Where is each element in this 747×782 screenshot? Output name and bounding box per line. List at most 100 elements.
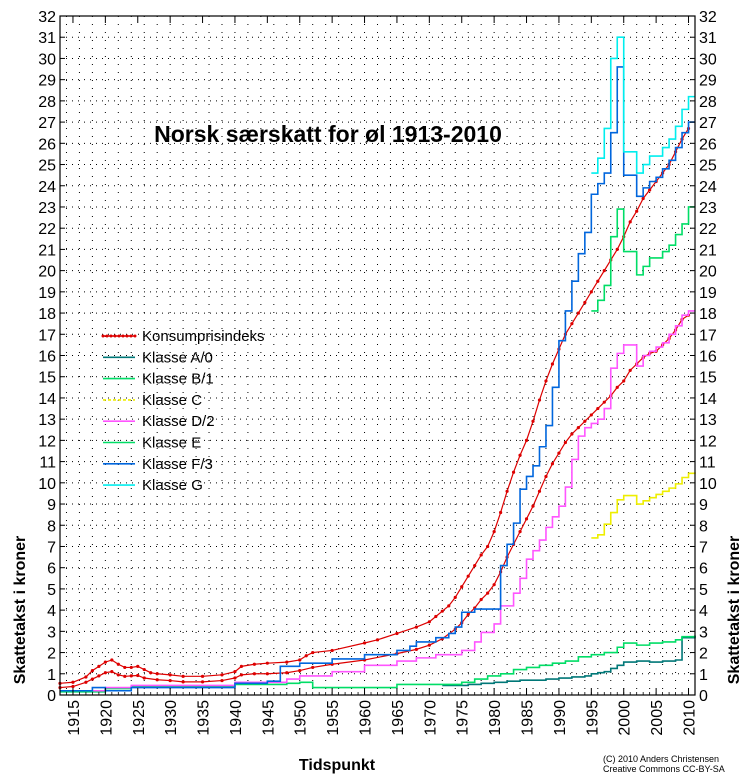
y-tick-label-left: 24 xyxy=(38,179,56,196)
data-point xyxy=(622,379,626,383)
legend-item: Klasse F/3 xyxy=(103,456,213,473)
y-tick-label-left: 28 xyxy=(38,94,56,111)
x-tick-label: 1995 xyxy=(584,700,601,736)
y-tick-label-left: 30 xyxy=(38,51,56,68)
credit-line-2: Creative Commons CC-BY-SA xyxy=(603,764,725,774)
data-point xyxy=(304,654,308,658)
series-klasse-g xyxy=(591,36,695,174)
data-point xyxy=(181,680,185,684)
legend-label: Klasse G xyxy=(142,477,203,494)
data-point xyxy=(427,643,431,647)
legend-label: Klasse F/3 xyxy=(142,456,213,473)
y-axis-label-left: Skattetakst i kroner xyxy=(12,536,29,685)
y-tick-label-left: 0 xyxy=(47,688,56,705)
series-layer xyxy=(58,36,696,693)
data-point xyxy=(110,670,114,674)
y-tick-label-left: 25 xyxy=(38,158,56,175)
data-point xyxy=(123,665,127,670)
y-tick-label-right: 8 xyxy=(699,518,708,535)
data-point xyxy=(544,379,548,383)
data-point xyxy=(285,660,289,664)
y-tick-label-right: 22 xyxy=(699,221,717,238)
data-point xyxy=(233,670,237,674)
data-point xyxy=(123,674,127,678)
data-point xyxy=(427,620,431,624)
data-point xyxy=(576,426,580,430)
data-point xyxy=(233,676,237,680)
data-point xyxy=(583,300,587,305)
credit-line-1: (C) 2010 Anders Christensen xyxy=(603,754,719,764)
y-tick-label-right: 18 xyxy=(699,306,717,323)
x-tick-label: 1960 xyxy=(358,700,375,736)
y-tick-label-left: 23 xyxy=(38,200,56,217)
y-tick-label-left: 15 xyxy=(38,370,56,387)
y-tick-label-left: 29 xyxy=(38,73,56,90)
y-tick-label-left: 17 xyxy=(38,327,56,344)
series-line xyxy=(60,635,696,693)
x-tick-label: 1980 xyxy=(487,700,504,736)
data-point xyxy=(311,665,315,670)
data-point xyxy=(466,574,470,578)
series-klasse-b-1 xyxy=(60,635,696,693)
data-point xyxy=(149,671,153,675)
data-point xyxy=(589,413,593,417)
legend-label: Klasse A/0 xyxy=(142,349,213,366)
legend-item: Konsumprisindeks xyxy=(101,328,265,345)
legend-item: Klasse A/0 xyxy=(103,349,213,366)
x-tick-label: 1925 xyxy=(131,700,148,736)
y-tick-label-right: 10 xyxy=(699,476,717,493)
data-point xyxy=(615,385,619,389)
data-point xyxy=(492,530,496,534)
data-point xyxy=(285,671,289,675)
data-point xyxy=(460,585,464,589)
data-point xyxy=(116,673,120,677)
y-tick-label-left: 31 xyxy=(38,30,56,47)
data-point xyxy=(129,674,133,678)
y-tick-label-left: 14 xyxy=(38,391,56,408)
data-point xyxy=(524,517,529,521)
y-tick-label-right: 19 xyxy=(699,285,717,302)
y-tick-label-right: 25 xyxy=(699,158,717,175)
y-tick-label-left: 9 xyxy=(47,497,56,514)
y-tick-label-left: 26 xyxy=(38,136,56,153)
data-point xyxy=(583,419,587,423)
data-point xyxy=(479,597,483,602)
series-line xyxy=(60,66,695,692)
y-tick-label-right: 24 xyxy=(699,179,717,196)
x-tick-label: 1990 xyxy=(552,700,569,736)
x-tick-label: 1945 xyxy=(260,700,277,736)
y-tick-label-right: 12 xyxy=(699,433,717,450)
axis-ticks xyxy=(60,15,695,696)
series-line xyxy=(591,36,695,174)
data-point xyxy=(90,668,94,673)
y-axis-label-right: Skattetakst i kroner xyxy=(726,536,743,685)
data-point xyxy=(492,583,496,587)
y-tick-label-left: 21 xyxy=(38,242,56,259)
y-tick-label-left: 16 xyxy=(38,349,56,366)
x-axis-label: Tidspunkt xyxy=(299,757,376,774)
data-point xyxy=(239,664,244,668)
y-tick-label-left: 20 xyxy=(38,264,56,281)
y-tick-label-right: 3 xyxy=(699,624,708,641)
data-point xyxy=(168,678,172,683)
data-point xyxy=(142,676,146,680)
data-point xyxy=(453,595,457,599)
legend-item: Klasse G xyxy=(103,477,203,494)
y-tick-label-right: 23 xyxy=(699,200,717,217)
data-point xyxy=(155,678,159,682)
data-point xyxy=(537,489,542,493)
data-point xyxy=(103,671,107,675)
data-point xyxy=(200,680,205,684)
legend-marker xyxy=(109,334,113,338)
x-tick-label: 1935 xyxy=(196,700,213,736)
y-tick-label-right: 27 xyxy=(699,115,717,132)
x-tick-label: 1950 xyxy=(293,700,310,736)
legend-item: Klasse C xyxy=(103,392,202,409)
data-point xyxy=(71,680,75,684)
y-tick-label-right: 28 xyxy=(699,94,717,111)
data-point xyxy=(589,290,593,294)
data-point xyxy=(252,662,256,666)
legend-item: Klasse B/1 xyxy=(103,371,214,388)
y-tick-label-right: 14 xyxy=(699,391,717,408)
